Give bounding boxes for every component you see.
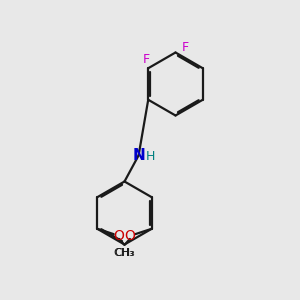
Text: F: F [182,40,189,54]
Text: O: O [124,229,135,243]
Text: F: F [143,53,150,66]
Text: H: H [145,150,155,164]
Text: CH₃: CH₃ [114,248,135,258]
Text: CH₃: CH₃ [114,248,135,258]
Text: O: O [114,229,124,243]
Text: N: N [132,148,145,163]
